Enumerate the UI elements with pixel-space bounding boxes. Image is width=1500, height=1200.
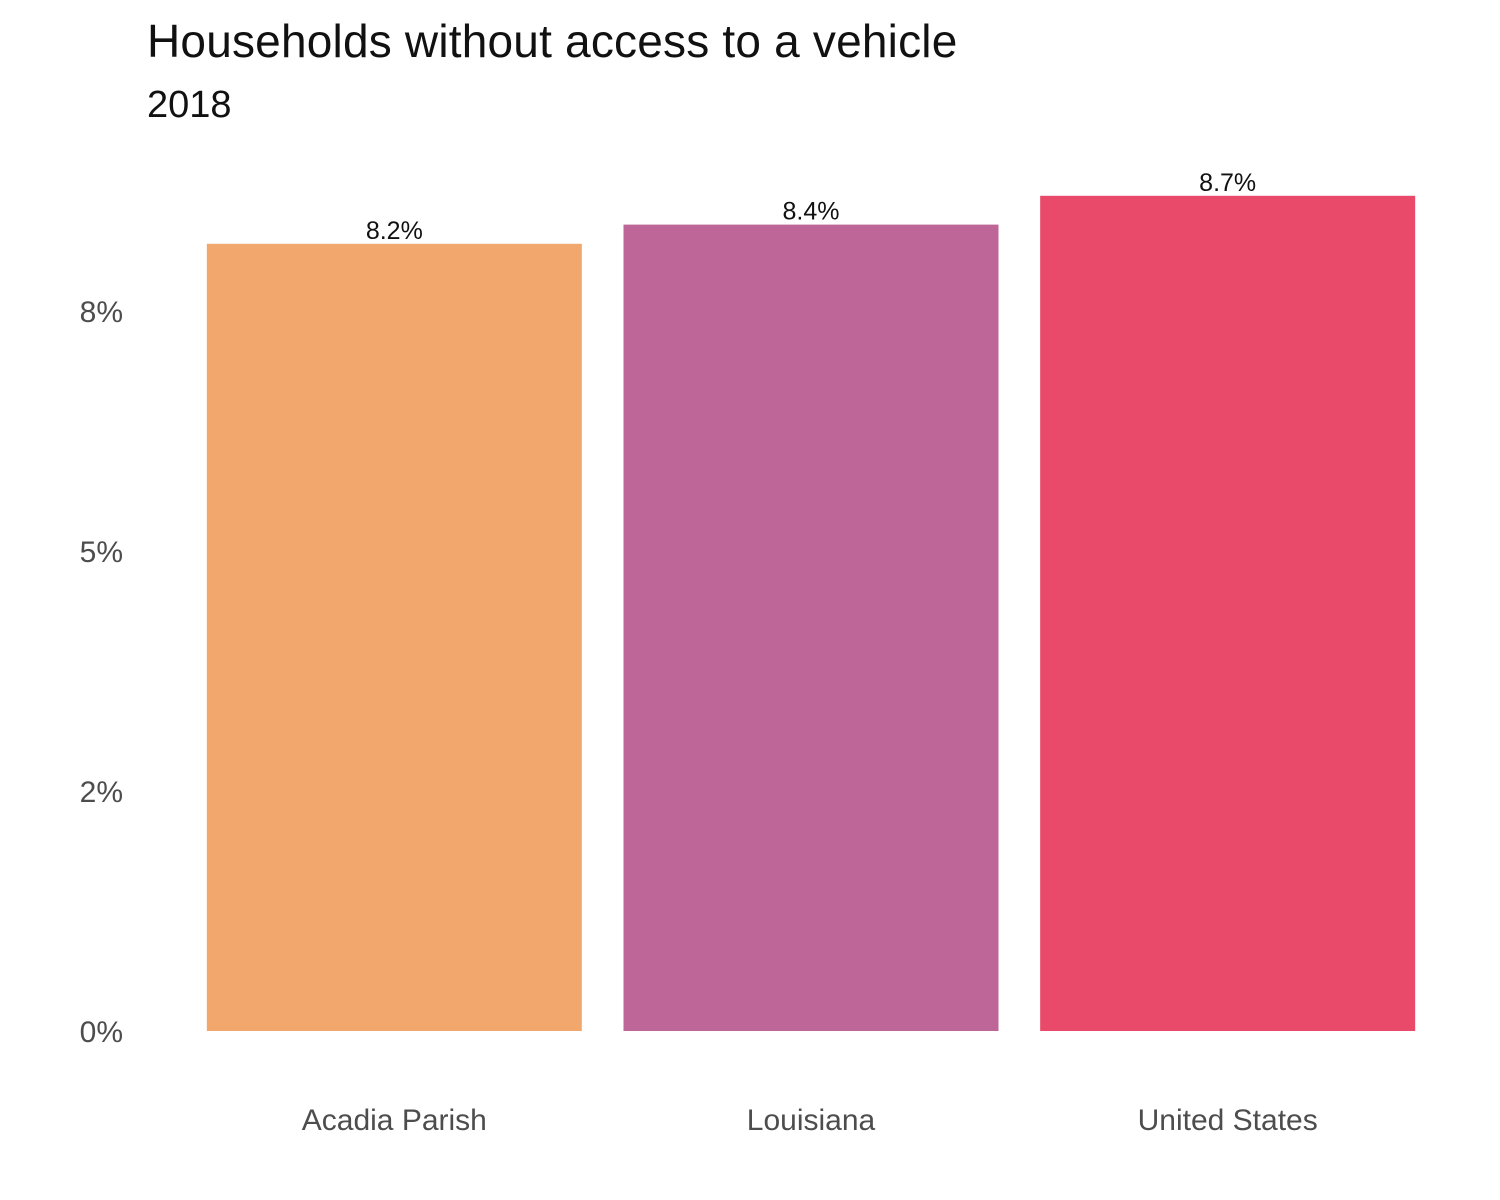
chart-title: Households without access to a vehicle <box>147 15 958 67</box>
x-tick-label: Acadia Parish <box>302 1104 487 1137</box>
x-tick-label: United States <box>1138 1104 1318 1137</box>
bar-united-states <box>1040 195 1416 1032</box>
x-tick-label: Louisiana <box>747 1104 876 1137</box>
y-tick-label: 0% <box>80 1016 123 1049</box>
y-tick-label: 5% <box>80 536 123 569</box>
data-label: 8.7% <box>1199 169 1256 197</box>
bar-acadia-parish <box>206 243 582 1032</box>
data-label: 8.2% <box>366 217 423 245</box>
y-tick-label: 2% <box>80 776 123 809</box>
bar-louisiana <box>623 224 999 1032</box>
chart-subtitle: 2018 <box>147 84 232 126</box>
data-label: 8.4% <box>783 198 840 226</box>
y-tick-label: 8% <box>80 296 123 329</box>
